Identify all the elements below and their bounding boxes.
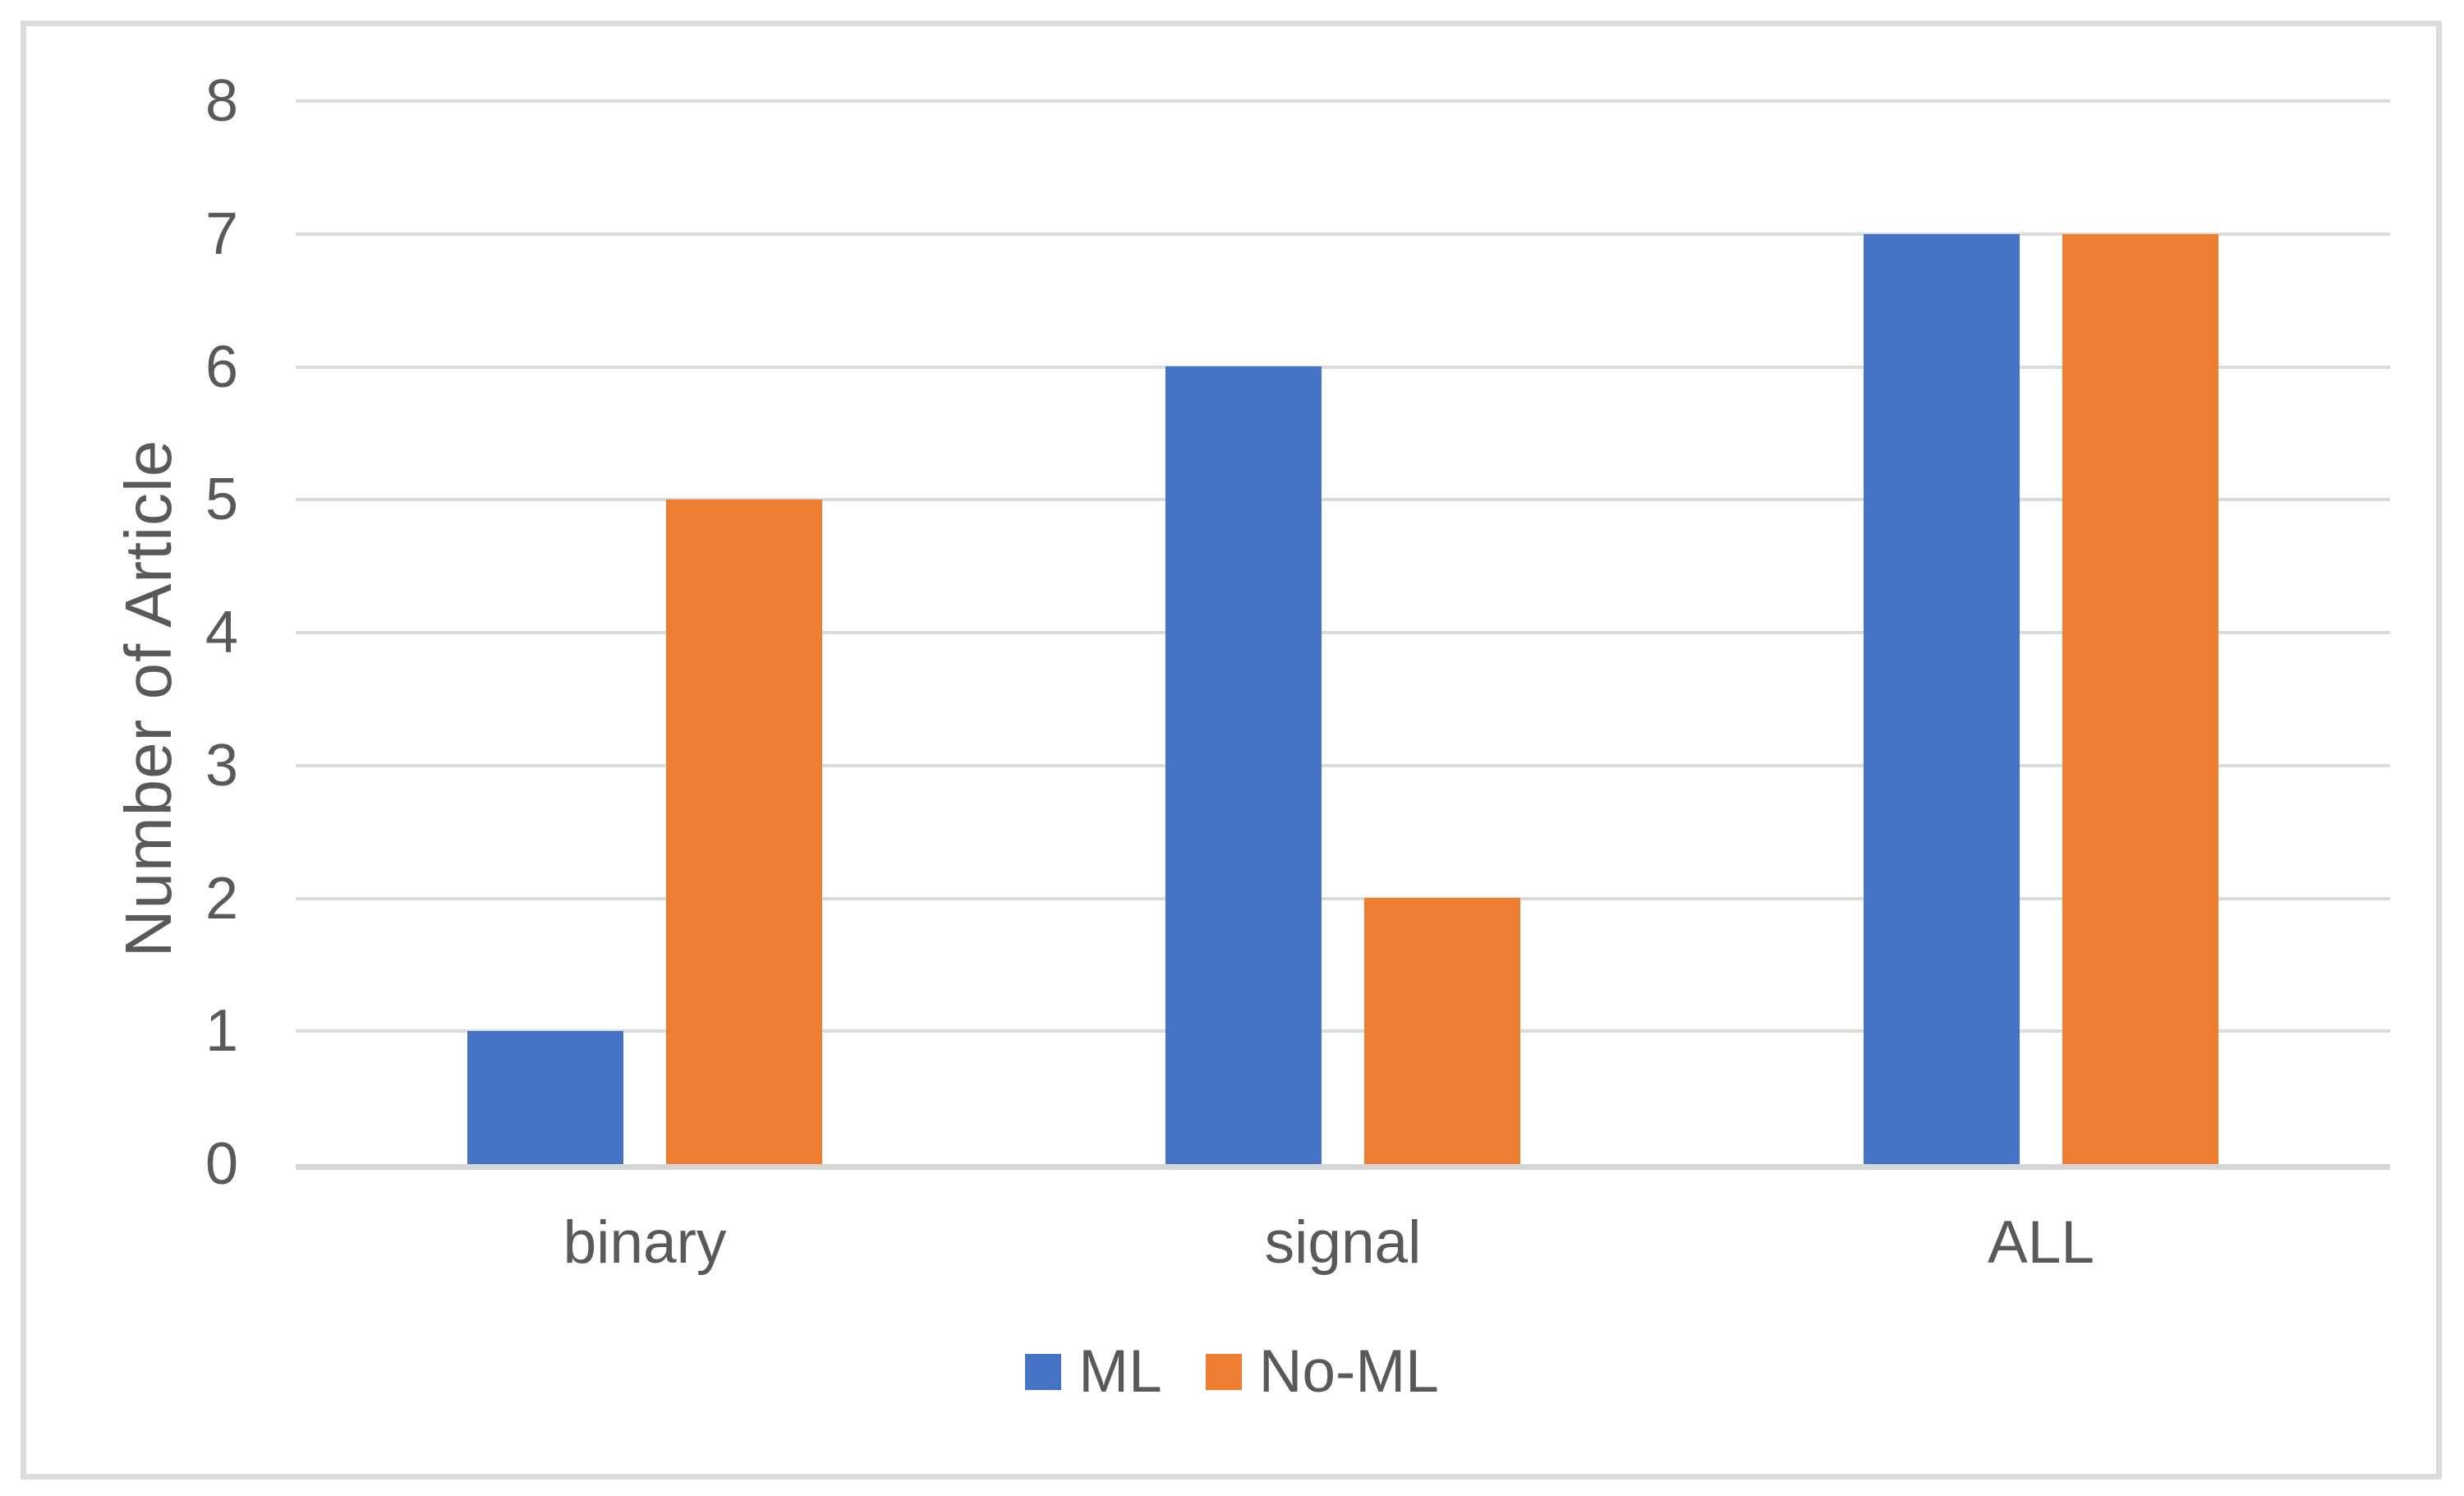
bar-ML-signal: [1165, 366, 1322, 1164]
y-tick-label-2: 2: [205, 866, 238, 932]
bar-No-ML-binary: [666, 499, 822, 1164]
gridline-5: [296, 498, 2390, 501]
plot-area: [296, 99, 2390, 1170]
legend-swatch-icon: [1205, 1354, 1242, 1390]
gridline-7: [296, 232, 2390, 236]
x-category-label-ALL: ALL: [1988, 1209, 2094, 1276]
y-tick-label-7: 7: [205, 201, 238, 267]
gridline-3: [296, 764, 2390, 767]
x-axis-line: [296, 1164, 2390, 1170]
gridline-4: [296, 631, 2390, 634]
legend-swatch-icon: [1025, 1354, 1062, 1390]
legend-label: ML: [1078, 1338, 1162, 1405]
bar-ML-binary: [467, 1031, 623, 1164]
gridline-1: [296, 1029, 2390, 1033]
x-category-label-signal: signal: [1264, 1209, 1422, 1276]
y-tick-label-0: 0: [205, 1131, 238, 1197]
y-tick-label-4: 4: [205, 600, 238, 665]
gridline-6: [296, 366, 2390, 369]
gridline-2: [296, 897, 2390, 900]
legend-label: No-ML: [1258, 1338, 1439, 1405]
y-tick-label-5: 5: [205, 467, 238, 532]
gridline-8: [296, 99, 2390, 103]
legend-item-No-ML: No-ML: [1205, 1338, 1439, 1405]
legend-item-ML: ML: [1025, 1338, 1162, 1405]
bar-No-ML-signal: [1364, 898, 1520, 1164]
x-category-label-binary: binary: [563, 1209, 727, 1276]
y-tick-label-8: 8: [205, 68, 238, 134]
y-tick-label-6: 6: [205, 334, 238, 400]
y-tick-label-3: 3: [205, 733, 238, 799]
y-tick-label-1: 1: [205, 998, 238, 1064]
bar-No-ML-ALL: [2062, 234, 2218, 1164]
legend: ML No-ML: [0, 1339, 2464, 1405]
bar-ML-ALL: [1864, 234, 2020, 1164]
